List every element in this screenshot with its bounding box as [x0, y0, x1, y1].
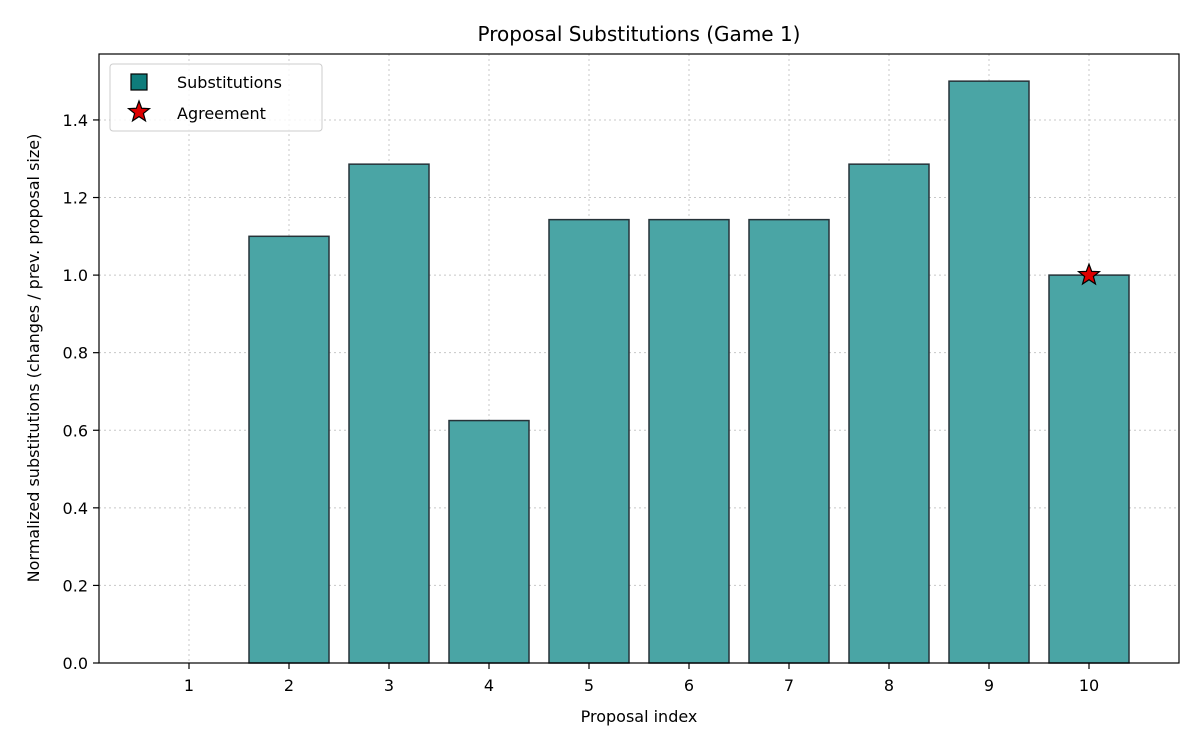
- bar-7: [748, 218, 830, 664]
- x-axis-label: Proposal index: [581, 707, 698, 726]
- plot-frame: [98, 53, 1180, 664]
- y-tick-label: 0.2: [63, 576, 88, 595]
- x-tick-label: 9: [984, 676, 994, 695]
- bar-8: [848, 163, 930, 664]
- x-tick-label: 7: [784, 676, 794, 695]
- y-axis-ticks: 0.0 0.2 0.4 0.6 0.8 1.0 1.2 1.4: [63, 111, 99, 673]
- chart-title: Proposal Substitutions (Game 1): [478, 22, 801, 46]
- x-tick-label: 5: [584, 676, 594, 695]
- legend-frame: [109, 63, 323, 132]
- bar-6: [648, 218, 730, 664]
- bar-3: [348, 163, 430, 664]
- legend-agreement-label: Agreement: [177, 104, 266, 123]
- bar-2: [248, 235, 330, 664]
- marker-layer: [1076, 262, 1102, 286]
- legend-substitutions-label: Substitutions: [177, 73, 282, 92]
- y-tick-label: 1.0: [63, 266, 88, 285]
- bars-layer: [248, 80, 1130, 664]
- x-tick-label: 3: [384, 676, 394, 695]
- x-axis-ticks: 1 2 3 4 5 6 7 8 9 10: [184, 663, 1099, 695]
- y-axis-label: Normalized substitutions (changes / prev…: [24, 134, 43, 583]
- bar-5: [548, 218, 630, 664]
- x-tick-label: 6: [684, 676, 694, 695]
- legend-substitutions-swatch: [130, 73, 148, 91]
- y-tick-label: 0.6: [63, 421, 88, 440]
- x-tick-label: 2: [284, 676, 294, 695]
- bar-4: [448, 419, 530, 664]
- y-tick-label: 1.2: [63, 189, 88, 208]
- legend-agreement-star-icon: [126, 99, 152, 123]
- x-tick-label: 1: [184, 676, 194, 695]
- agreement-star-icon: [1076, 262, 1102, 286]
- x-tick-label: 10: [1079, 676, 1099, 695]
- x-tick-label: 4: [484, 676, 494, 695]
- legend: Substitutions Agreement: [109, 63, 323, 132]
- y-tick-label: 0.8: [63, 344, 88, 363]
- bar-10: [1048, 274, 1130, 664]
- y-tick-label: 0.0: [63, 654, 88, 673]
- bar-9: [948, 80, 1030, 664]
- y-tick-label: 0.4: [63, 499, 88, 518]
- x-tick-label: 8: [884, 676, 894, 695]
- y-tick-label: 1.4: [63, 111, 88, 130]
